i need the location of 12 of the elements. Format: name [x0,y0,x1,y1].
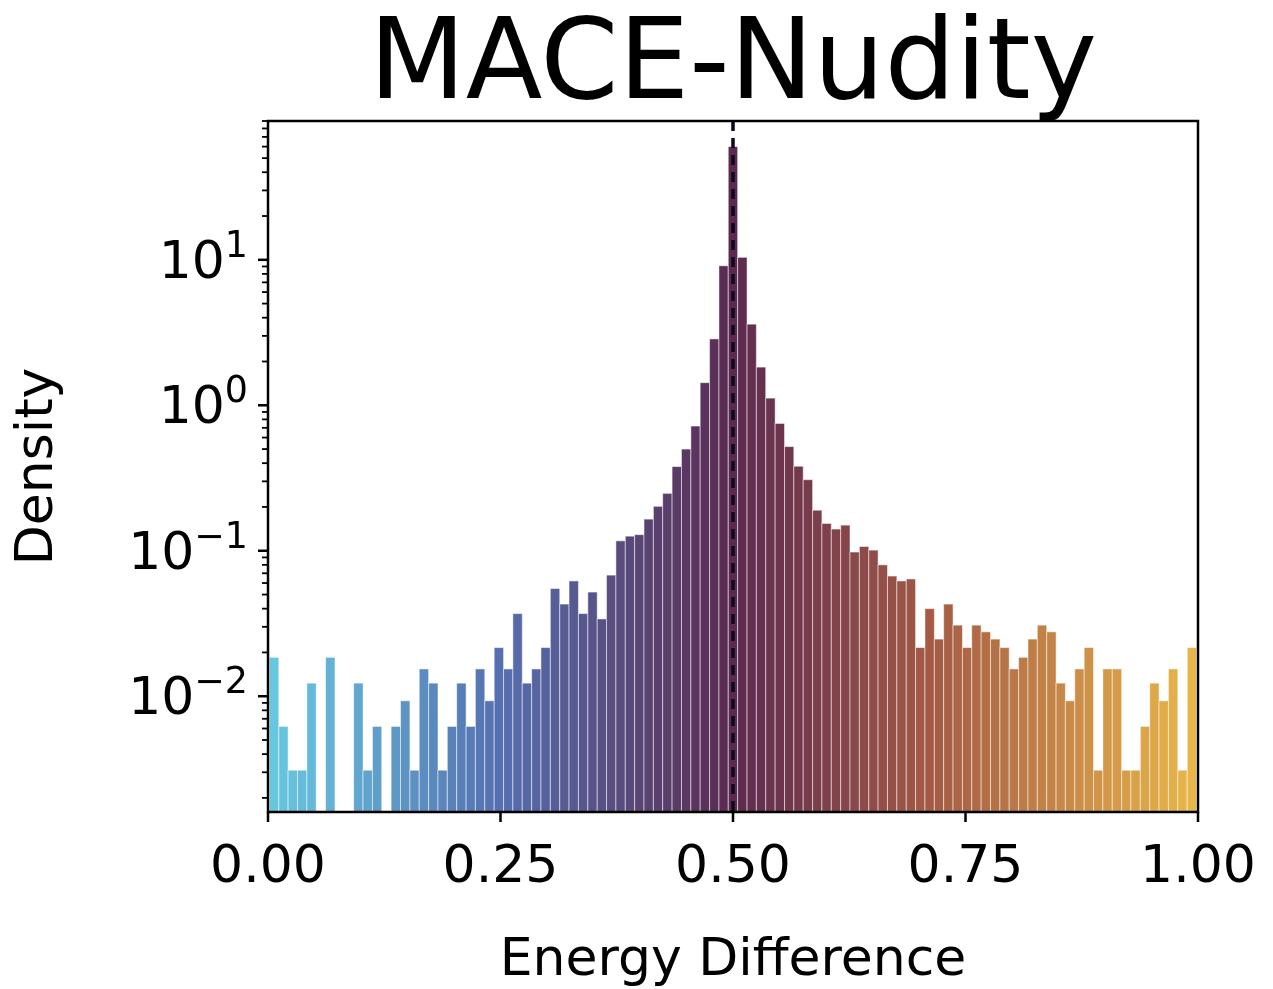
chart-title: MACE-Nudity [369,0,1097,124]
x-axis-title: Energy Difference [499,927,967,987]
y-tick-label: 10$^{−1}$ [128,513,248,581]
x-tick-label: 0.25 [442,834,559,894]
y-tick-label: 10$^{1}$ [158,222,248,290]
x-tick-label: 1.00 [1140,834,1256,894]
y-tick-label: 10$^{−2}$ [128,658,248,727]
x-tick-label: 0.50 [675,834,791,894]
y-tick-label: 10$^{0}$ [158,367,248,436]
x-tick-label: 0.00 [210,834,326,894]
y-axis-title: Density [4,367,64,566]
x-tick-label: 0.75 [907,834,1024,894]
